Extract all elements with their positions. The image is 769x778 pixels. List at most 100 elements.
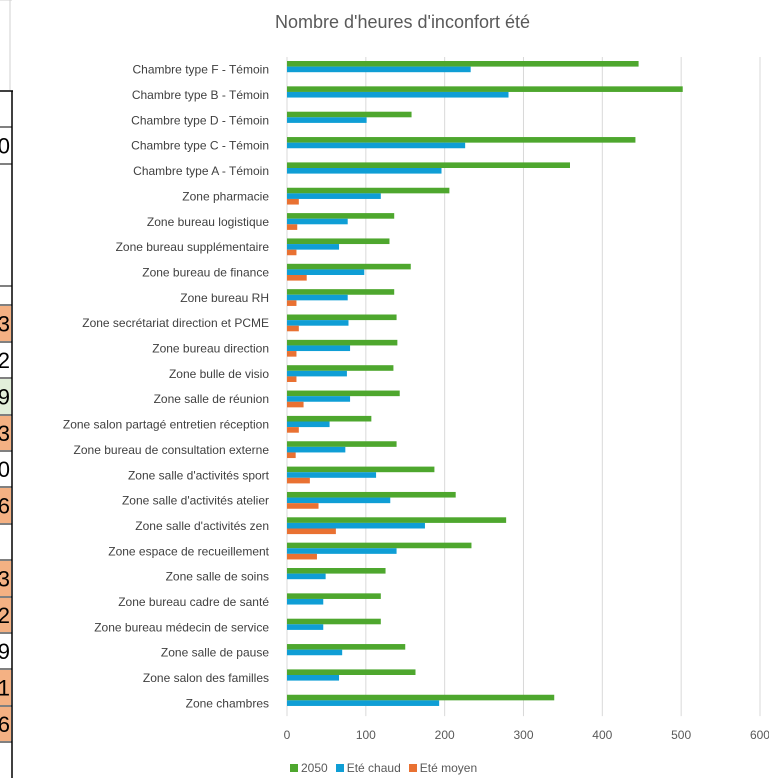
bar-2050 <box>287 618 381 625</box>
sheet-cell-text: 1 <box>0 676 10 701</box>
y-category-label: Zone bulle de visio <box>169 367 269 381</box>
y-category-label: Zone salle de soins <box>166 570 269 584</box>
sheet-cell-text: 3 <box>0 421 10 446</box>
bar-2050 <box>287 568 386 574</box>
bar-2050 <box>287 238 390 245</box>
bar-2050 <box>287 162 570 168</box>
bar-2050 <box>287 289 395 295</box>
bar-et-chaud <box>287 345 351 352</box>
bar-et-chaud <box>287 472 377 478</box>
y-category-label: Zone salle d'activités sport <box>128 468 270 482</box>
bar-2050 <box>287 491 456 498</box>
bar-2050 <box>287 466 435 473</box>
sheet-cell-text: 9 <box>0 639 10 664</box>
bar-et-chaud <box>287 522 425 529</box>
bar-et-moyen <box>287 198 299 205</box>
bar-et-chaud <box>287 117 367 123</box>
sheet-cell-fill <box>0 488 11 523</box>
bar-2050 <box>287 61 639 67</box>
bar-et-chaud <box>287 193 381 199</box>
sheet-cell-fill <box>0 416 11 450</box>
y-category-label: Zone espace de recueillement <box>108 544 269 558</box>
bar-et-moyen <box>287 224 298 230</box>
x-tick-label: 600 <box>750 728 769 742</box>
legend-item: 2050 <box>290 761 328 775</box>
sheet-cell-text: 0 <box>0 457 10 482</box>
y-category-label: Zone salon partagé entretien réception <box>63 418 269 432</box>
bar-et-chaud <box>287 370 347 377</box>
bar-et-chaud <box>287 598 324 605</box>
sheet-cell-text: 3 <box>0 312 10 337</box>
bar-et-chaud <box>287 421 330 428</box>
bar-2050 <box>287 517 507 523</box>
bar-et-chaud <box>287 294 348 301</box>
bar-2050 <box>287 137 636 143</box>
y-category-label: Zone bureau médecin de service <box>94 620 269 634</box>
bar-2050 <box>287 314 397 321</box>
bar-et-chaud <box>287 320 349 326</box>
bar-et-chaud <box>287 573 326 580</box>
bar-et-moyen <box>287 553 317 560</box>
sheet-cell-text: 0 <box>0 134 10 159</box>
x-tick-label: 100 <box>356 728 376 742</box>
bar-2050 <box>287 390 400 397</box>
sheet-cell-text: 2 <box>0 348 10 373</box>
bar-et-moyen <box>287 275 307 281</box>
x-tick-label: 200 <box>435 728 455 742</box>
legend-label: 2050 <box>301 761 328 775</box>
sheet-cell-text: 2 <box>0 603 10 628</box>
bar-et-chaud <box>287 142 466 149</box>
bar-et-moyen <box>287 325 299 332</box>
bar-et-moyen <box>287 427 299 433</box>
bar-et-chaud <box>287 649 343 656</box>
bar-2050 <box>287 669 416 675</box>
legend-item: Eté chaud <box>335 761 401 775</box>
bar-et-moyen <box>287 376 297 382</box>
y-category-label: Zone bureau de consultation externe <box>74 443 270 457</box>
legend-swatch <box>408 764 417 772</box>
bar-2050 <box>287 441 397 447</box>
bar-2050 <box>287 111 412 118</box>
y-category-label: Zone secrétariat direction et PCME <box>82 316 269 330</box>
sheet-cell-fill <box>0 306 11 341</box>
legend-swatch <box>335 764 344 772</box>
bar-2050 <box>287 694 555 701</box>
bar-2050 <box>287 187 450 194</box>
legend-label: Eté moyen <box>419 761 478 775</box>
x-tick-label: 300 <box>513 728 533 742</box>
bar-et-moyen <box>287 249 297 256</box>
y-category-label: Zone salle de pause <box>161 646 269 660</box>
bar-2050 <box>287 263 411 270</box>
bar-2050 <box>287 644 406 650</box>
sheet-cell-fill <box>0 670 11 705</box>
y-category-label: Zone bureau direction <box>152 342 269 356</box>
y-category-label: Zone bureau de finance <box>142 265 269 279</box>
bar-et-chaud <box>287 269 365 275</box>
y-category-label: Zone salle de réunion <box>154 392 269 406</box>
y-category-label: Zone salle d'activités atelier <box>122 494 269 508</box>
sheet-cell-fill <box>0 598 11 632</box>
bar-et-chaud <box>287 548 397 554</box>
y-category-label: Zone bureau cadre de santé <box>118 595 269 609</box>
y-category-label: Zone pharmacie <box>182 189 269 203</box>
chart-title: Nombre d'heures d'inconfort été <box>274 12 530 32</box>
legend-label: Eté chaud <box>346 761 401 775</box>
sheet-cell-text: 6 <box>0 494 10 519</box>
bar-et-moyen <box>287 477 310 484</box>
y-category-label: Chambre type A - Témoin <box>133 164 269 178</box>
bar-et-moyen <box>287 528 336 535</box>
bar-2050 <box>287 365 394 371</box>
y-category-label: Chambre type B - Témoin <box>132 88 269 102</box>
y-category-label: Zone salon des familles <box>143 671 269 685</box>
chart-legend: 2050 Eté chaud Eté moyen <box>290 761 485 775</box>
bar-2050 <box>287 86 683 92</box>
legend-swatch <box>290 764 298 772</box>
bar-et-chaud <box>287 244 340 250</box>
y-category-label: Zone chambres <box>186 696 269 710</box>
y-category-label: Chambre type C - Témoin <box>131 139 269 153</box>
chart-plot-area: 0 100 200 300 400 500 600 Chambre type F - Témo… <box>63 57 769 742</box>
bar-et-chaud <box>287 396 351 402</box>
bar-et-moyen <box>287 503 319 509</box>
sheet-cell-text: 3 <box>0 567 10 592</box>
